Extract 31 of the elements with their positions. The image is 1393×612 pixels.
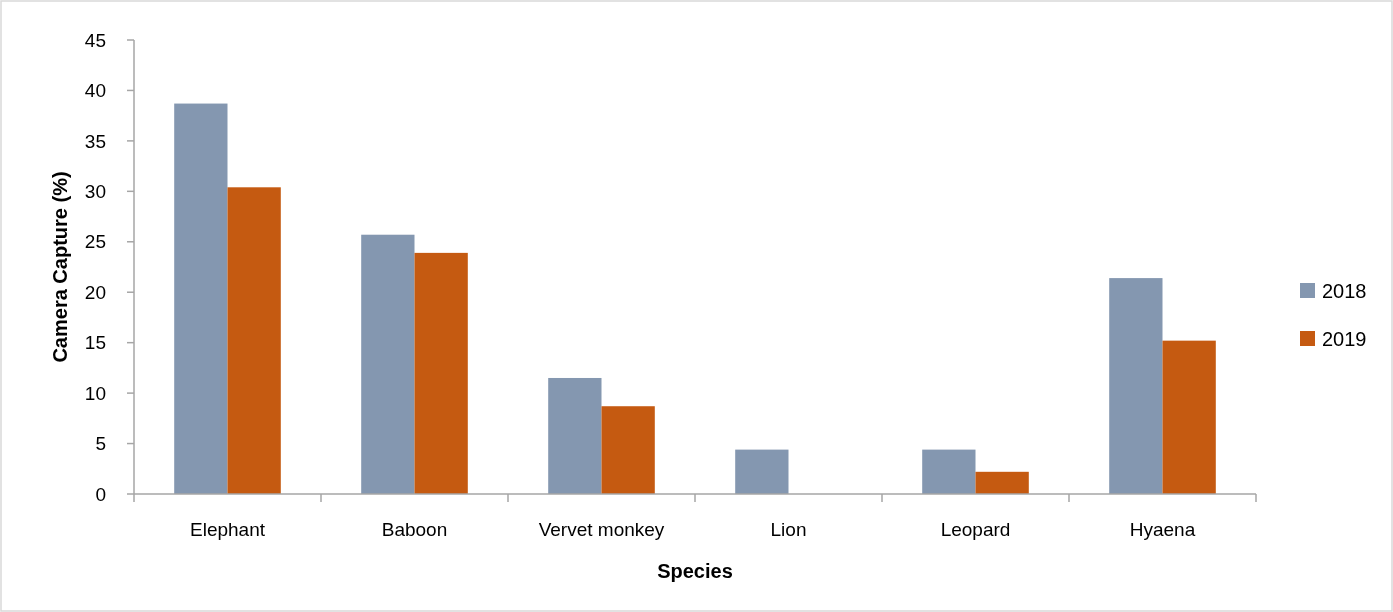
y-tick-label: 30 bbox=[84, 180, 106, 202]
x-tick-label: Hyaena bbox=[1129, 519, 1196, 540]
y-tick-label: 0 bbox=[95, 483, 106, 505]
bar bbox=[174, 103, 228, 494]
y-tick-label: 20 bbox=[84, 281, 106, 303]
y-tick-label: 45 bbox=[84, 29, 106, 51]
bar bbox=[548, 377, 602, 494]
bar bbox=[227, 187, 281, 494]
x-tick-label: Lion bbox=[770, 519, 807, 540]
bar bbox=[1162, 340, 1216, 494]
y-tick-label: 15 bbox=[84, 332, 106, 354]
bar bbox=[601, 406, 655, 494]
legend-label: 2018 bbox=[1322, 280, 1367, 302]
y-tick-label: 10 bbox=[84, 382, 106, 404]
y-tick-label: 35 bbox=[84, 130, 106, 152]
x-tick-label: Elephant bbox=[189, 519, 266, 540]
legend-label: 2019 bbox=[1322, 328, 1367, 350]
y-tick-label: 40 bbox=[84, 80, 106, 102]
y-axis-title: Camera Capture (%) bbox=[49, 171, 71, 363]
bar bbox=[414, 252, 468, 494]
bar bbox=[975, 471, 1029, 494]
x-axis-title: Species bbox=[657, 560, 733, 582]
y-tick-label: 25 bbox=[84, 231, 106, 253]
bar bbox=[361, 234, 415, 494]
bar bbox=[1109, 278, 1163, 494]
x-tick-label: Leopard bbox=[940, 519, 1011, 540]
y-tick-label: 5 bbox=[95, 433, 106, 455]
bar bbox=[922, 449, 976, 494]
x-tick-label: Vervet monkey bbox=[538, 519, 665, 540]
x-tick-label: Baboon bbox=[381, 519, 448, 540]
bar bbox=[735, 449, 789, 494]
